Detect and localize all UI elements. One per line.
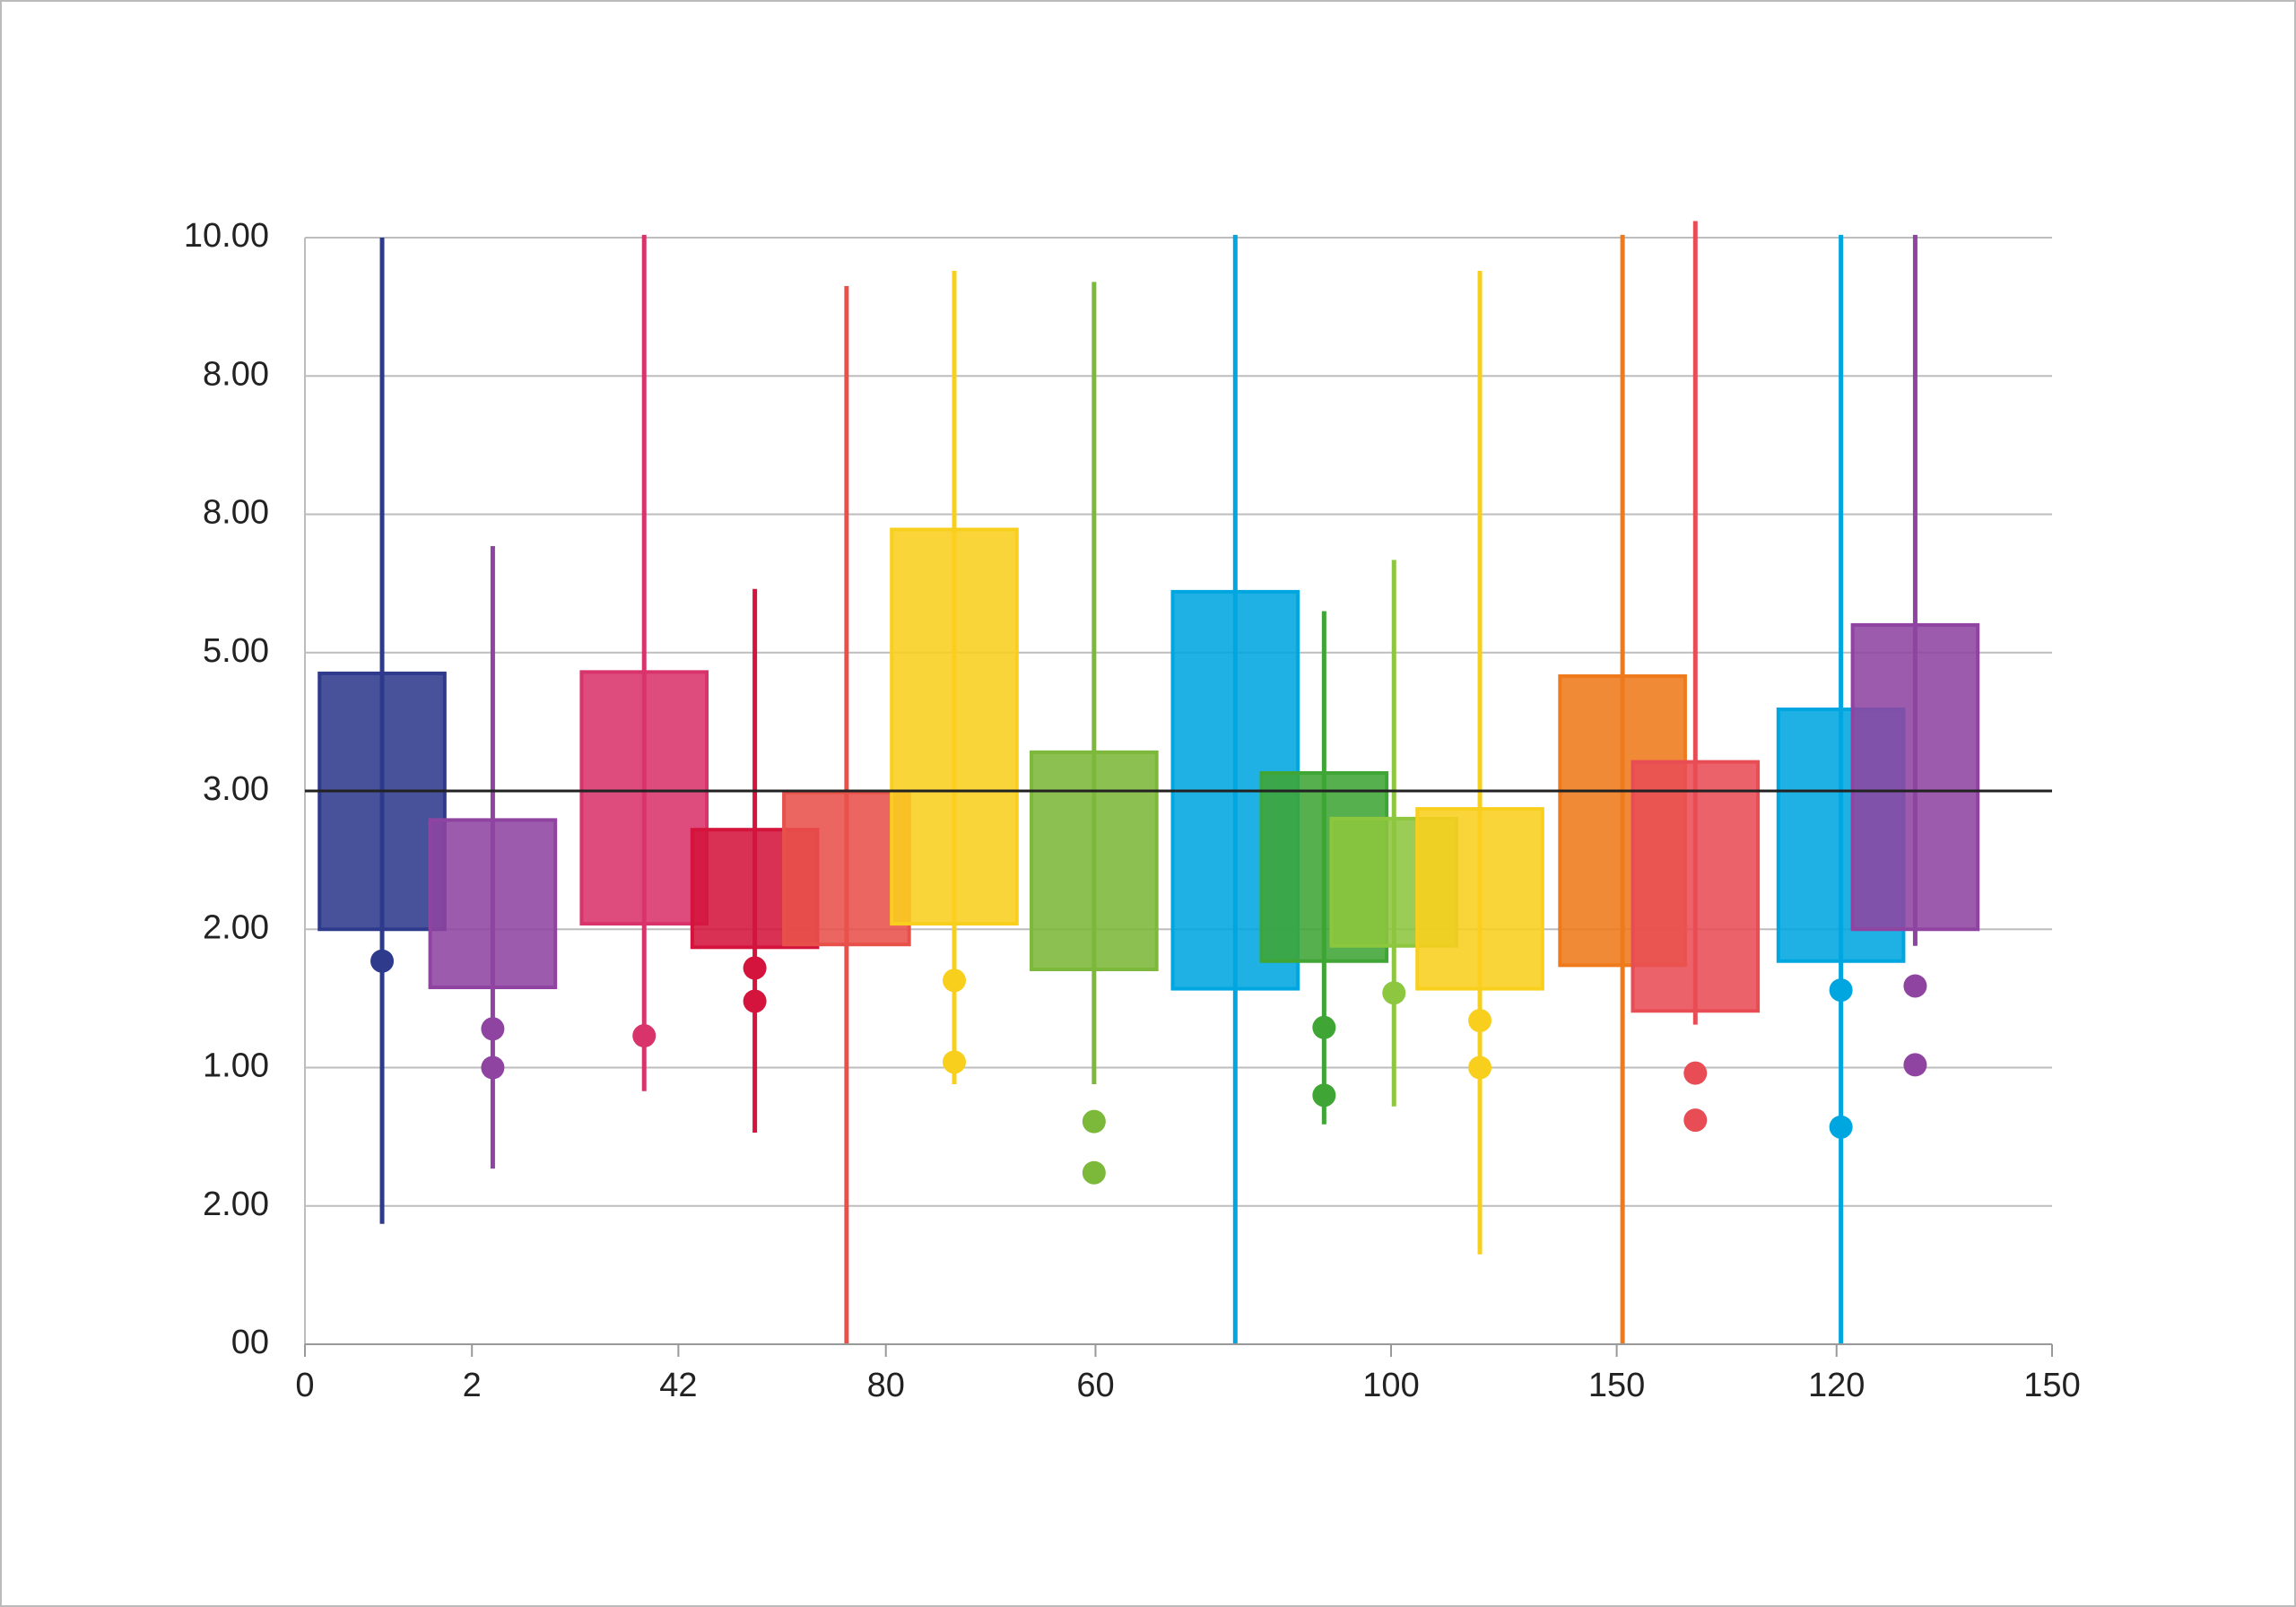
outlier (1312, 1015, 1336, 1039)
y-tick-label: 2.00 (203, 908, 269, 946)
x-tick-label: 42 (659, 1367, 697, 1404)
box (1030, 750, 1159, 971)
box-group (890, 271, 1019, 1085)
y-tick-label: 3.00 (203, 770, 269, 808)
x-tick-label: 150 (1588, 1367, 1645, 1404)
outlier (481, 1017, 505, 1041)
box-group (579, 234, 709, 1091)
x-tick-label: 80 (867, 1367, 905, 1404)
box-group (1631, 221, 1761, 1133)
outlier (1468, 1009, 1492, 1033)
box-group (428, 545, 558, 1169)
outlier (1903, 974, 1927, 998)
box-group (317, 238, 447, 1224)
x-tick-label: 120 (1808, 1367, 1865, 1404)
outlier (1082, 1109, 1106, 1134)
outlier (481, 1055, 505, 1080)
y-tick-label: 2.00 (203, 1186, 269, 1223)
outlier (743, 956, 767, 980)
y-tick-label: 00 (231, 1324, 269, 1361)
outlier (743, 989, 767, 1013)
y-tick-label: 8.00 (203, 355, 269, 393)
box (428, 818, 558, 990)
box (1850, 622, 1980, 932)
outlier (632, 1024, 657, 1048)
outlier (1312, 1083, 1336, 1108)
outlier (1082, 1160, 1106, 1185)
x-tick-label: 0 (295, 1367, 314, 1404)
outlier (943, 1050, 967, 1074)
y-tick-label: 10.00 (184, 217, 269, 255)
box (317, 671, 447, 932)
x-tick-label: 100 (1362, 1367, 1419, 1404)
y-tick-label: 5.00 (203, 632, 269, 670)
box (1415, 807, 1544, 991)
outlier (1829, 978, 1853, 1003)
box (1631, 760, 1761, 1013)
outlier (370, 949, 395, 973)
y-tick-label: 1.00 (203, 1047, 269, 1085)
box-group (1415, 271, 1544, 1255)
box (890, 527, 1019, 926)
outlier (1468, 1055, 1492, 1080)
outlier (1683, 1108, 1708, 1133)
outlier (1903, 1053, 1927, 1077)
outlier (1382, 981, 1406, 1005)
box (782, 790, 911, 947)
y-tick-label: 8.00 (203, 494, 269, 532)
box (579, 670, 709, 926)
box-group (1030, 282, 1159, 1185)
box-group (1850, 234, 1980, 1077)
outlier (1829, 1115, 1853, 1139)
x-tick-label: 2 (463, 1367, 482, 1404)
outlier (1683, 1061, 1708, 1085)
x-tick-label: 60 (1076, 1367, 1114, 1404)
x-tick-label: 150 (2023, 1367, 2080, 1404)
outlier (943, 969, 967, 993)
box-group (782, 285, 911, 1344)
